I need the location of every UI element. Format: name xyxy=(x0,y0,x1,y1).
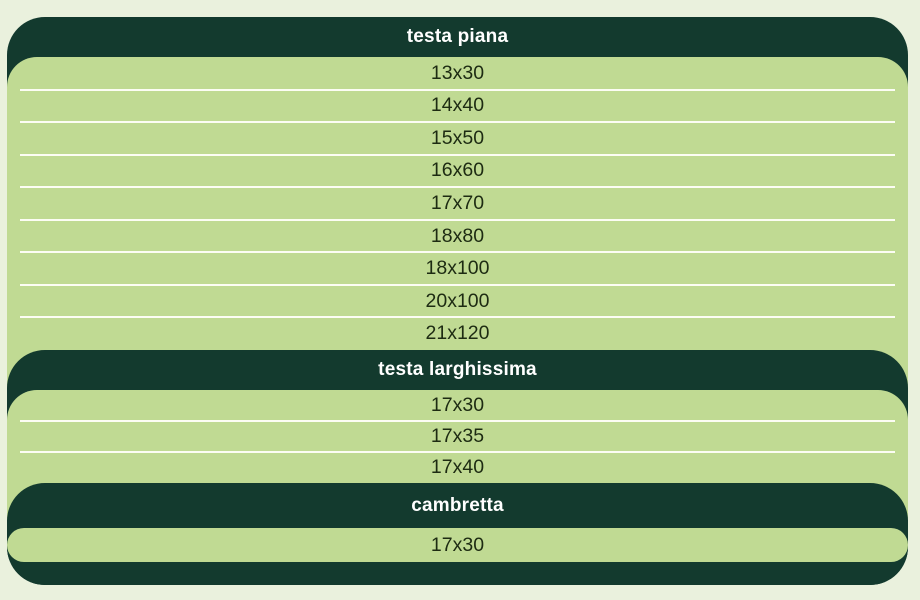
size-table: testa piana 13x30 14x40 15x50 16x60 17x7… xyxy=(7,17,908,585)
size-row: 18x100 xyxy=(7,251,908,285)
size-row: 17x40 xyxy=(7,451,908,483)
section-header-label: testa piana xyxy=(406,26,509,47)
section-header-label: cambretta xyxy=(411,494,504,516)
section-header-label: testa larghissima xyxy=(378,359,537,380)
size-row: 16x60 xyxy=(7,153,908,188)
section-body-cambretta: 17x30 xyxy=(7,528,908,562)
size-row: 18x80 xyxy=(7,218,908,253)
size-row: 21x120 xyxy=(7,316,908,350)
section-body-testa-piana: 13x30 14x40 15x50 16x60 17x70 18x80 18x1… xyxy=(7,57,908,397)
size-row: 17x35 xyxy=(7,420,908,452)
size-row: 17x30 xyxy=(430,394,485,416)
section-header-testa-piana: testa piana xyxy=(7,17,908,57)
size-row: 14x40 xyxy=(7,88,908,123)
size-row: 15x50 xyxy=(7,121,908,155)
size-row: 13x30 xyxy=(430,61,485,84)
size-row: 17x70 xyxy=(7,186,908,220)
size-row: 20x100 xyxy=(7,283,908,318)
size-row: 17x30 xyxy=(430,533,485,556)
